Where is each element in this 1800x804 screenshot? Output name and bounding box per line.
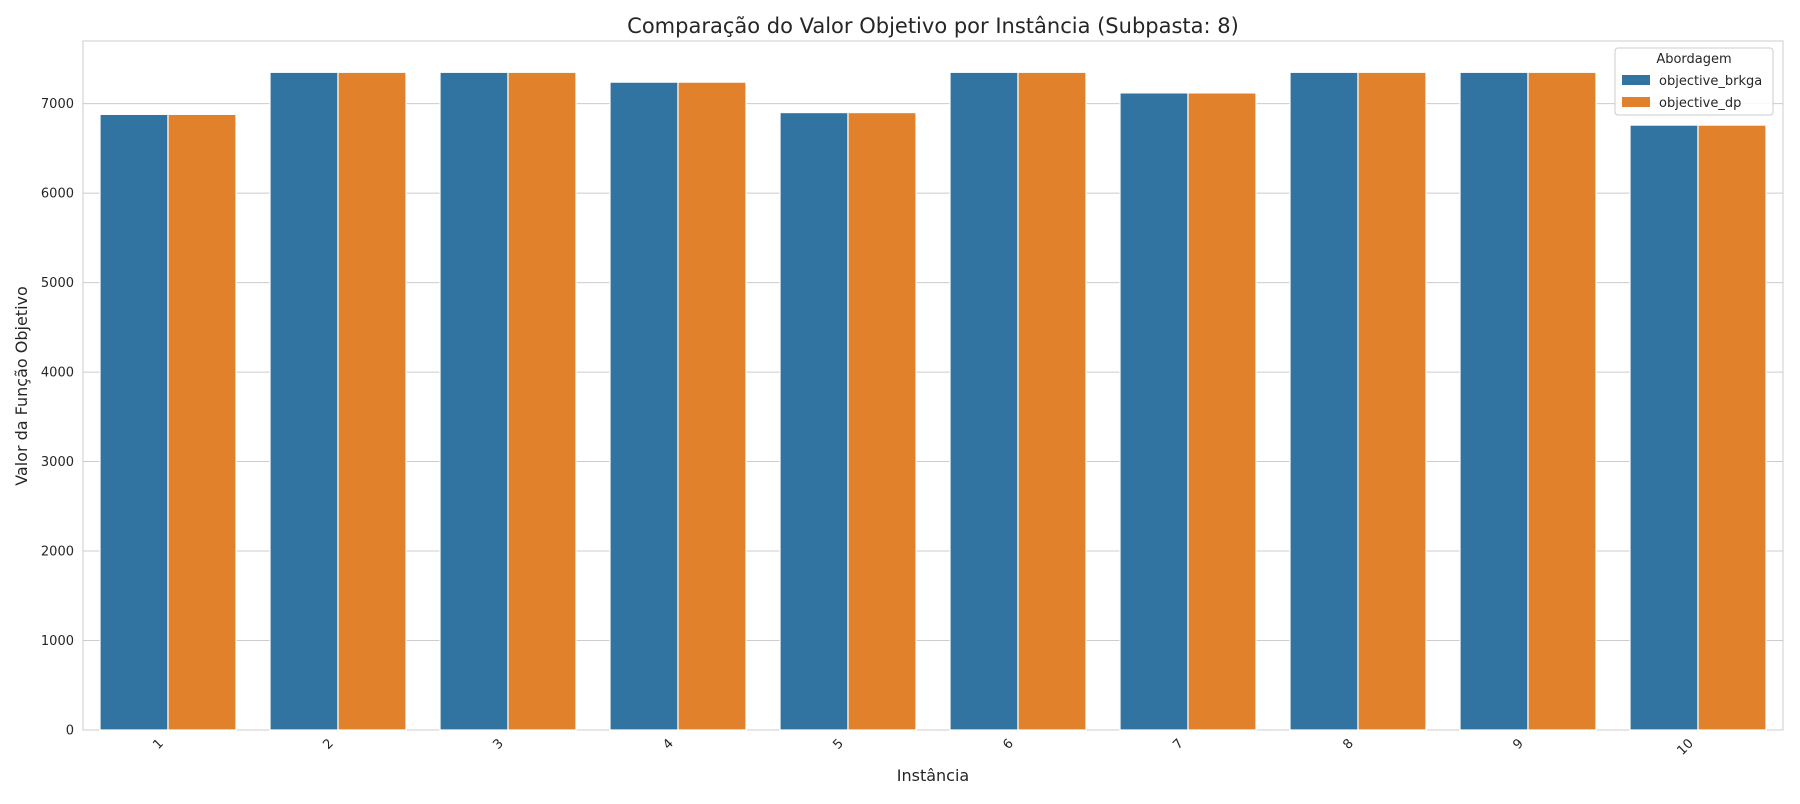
y-tick-label-1000: 1000 [41, 634, 74, 649]
bar-objective_dp-6 [1017, 71, 1087, 731]
bar-objective_brkga-2 [269, 71, 339, 731]
legend: Abordagem objective_brkga objective_dp [1614, 47, 1774, 116]
bar-objective_brkga-8 [1289, 71, 1359, 731]
legend-label-dp: objective_dp [1659, 96, 1741, 111]
bar-objective_dp-5 [847, 111, 917, 731]
bar-objective_dp-4 [677, 81, 747, 731]
legend-label-brkga: objective_brkga [1659, 74, 1762, 89]
bar-objective_dp-9 [1527, 71, 1597, 731]
bar-objective_brkga-1 [99, 113, 169, 731]
chart-title: Comparação do Valor Objetivo por Instânc… [627, 14, 1239, 38]
y-tick-label-0: 0 [66, 724, 74, 739]
legend-swatch-brkga [1622, 75, 1650, 85]
bar-objective_brkga-7 [1119, 92, 1189, 731]
bar-objective_brkga-10 [1629, 124, 1699, 731]
legend-swatch-dp [1622, 97, 1650, 107]
bar-objective_brkga-9 [1459, 71, 1529, 731]
legend-title: Abordagem [1656, 52, 1731, 67]
y-tick-label-5000: 5000 [41, 276, 74, 291]
y-tick-labels: 0 1000 2000 3000 4000 5000 6000 7000 [41, 97, 74, 738]
y-axis-title: Valor da Função Objetivo [12, 286, 31, 486]
bar-objective_dp-2 [337, 71, 407, 731]
bar-objective_brkga-4 [609, 81, 679, 731]
legend-box [1614, 47, 1774, 116]
plot-frame [82, 40, 1784, 731]
y-tick-label-7000: 7000 [41, 97, 74, 112]
bar-objective_dp-10 [1697, 124, 1767, 731]
x-axis-title: Instância [897, 766, 969, 785]
bar-objective_dp-1 [167, 113, 237, 731]
bars [99, 71, 1767, 731]
bar-objective_brkga-6 [949, 71, 1019, 731]
y-tick-label-4000: 4000 [41, 366, 74, 381]
bar-objective_brkga-5 [779, 111, 849, 731]
bar-objective_dp-7 [1187, 92, 1257, 731]
bar-objective_dp-8 [1357, 71, 1427, 731]
bar-objective_dp-3 [507, 71, 577, 731]
y-tick-label-2000: 2000 [41, 545, 74, 560]
bar-objective_brkga-3 [439, 71, 509, 731]
y-tick-label-3000: 3000 [41, 455, 74, 470]
y-tick-label-6000: 6000 [41, 187, 74, 202]
